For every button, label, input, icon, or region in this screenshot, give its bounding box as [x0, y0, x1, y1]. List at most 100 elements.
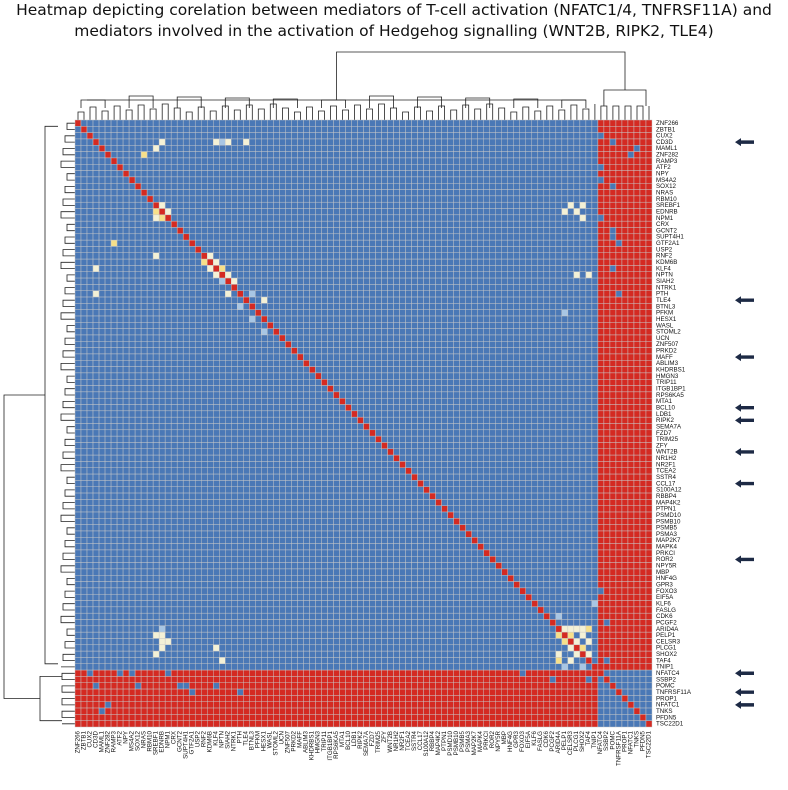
heatmap-cell: [279, 138, 286, 146]
heatmap-cell: [411, 271, 418, 279]
heatmap-cell: [381, 119, 388, 127]
heatmap-cell: [417, 227, 424, 235]
heatmap-cell: [339, 220, 346, 228]
heatmap-cell: [615, 246, 623, 254]
heatmap-cell: [609, 239, 617, 247]
heatmap-cell: [333, 252, 340, 260]
heatmap-cell: [345, 372, 352, 380]
heatmap-cell: [231, 397, 238, 405]
heatmap-cell: [194, 303, 202, 310]
heatmap-cell: [255, 119, 262, 127]
heatmap-cell: [273, 379, 280, 386]
heatmap-cell: [519, 195, 527, 203]
heatmap-cell: [615, 429, 623, 437]
heatmap-cell: [645, 271, 653, 279]
heatmap-cell: [321, 138, 328, 146]
dendrogram-branch: [474, 108, 482, 120]
heatmap-cell: [537, 372, 545, 380]
heatmap-cell: [471, 353, 478, 361]
heatmap-cell: [303, 296, 310, 304]
heatmap-cell: [363, 214, 370, 222]
heatmap-cell: [80, 416, 88, 424]
heatmap-cell: [327, 220, 334, 228]
heatmap-cell: [200, 303, 208, 310]
heatmap-cell: [104, 347, 112, 355]
heatmap-cell: [315, 379, 322, 386]
heatmap-cell: [237, 176, 244, 184]
heatmap-cell: [327, 404, 334, 412]
heatmap-cell: [507, 290, 514, 298]
heatmap-cell: [152, 239, 160, 247]
dendrogram-branch: [173, 107, 181, 120]
heatmap-cell: [231, 145, 238, 152]
heatmap-cell: [423, 334, 430, 342]
heatmap-cell: [327, 303, 334, 310]
heatmap-cell: [381, 164, 388, 171]
heatmap-cell: [176, 265, 184, 272]
heatmap-cell: [116, 258, 124, 266]
heatmap-cell: [200, 341, 208, 348]
heatmap-cell: [615, 309, 623, 317]
heatmap-cell: [255, 385, 262, 393]
heatmap-cell: [633, 404, 641, 412]
heatmap-cell: [429, 265, 436, 272]
heatmap-cell: [621, 265, 629, 272]
heatmap-cell: [573, 385, 581, 393]
heatmap-cell: [423, 201, 430, 209]
heatmap-cell: [267, 176, 274, 184]
heatmap-cell: [213, 353, 220, 361]
heatmap-cell: [549, 309, 557, 317]
heatmap-cell: [525, 410, 533, 418]
heatmap-cell: [423, 170, 430, 178]
heatmap-cell: [507, 258, 514, 266]
heatmap-cell: [579, 201, 587, 209]
heatmap-cell: [417, 164, 424, 171]
heatmap-cell: [110, 277, 118, 285]
heatmap-cell: [261, 391, 268, 399]
heatmap-cell: [483, 151, 490, 159]
heatmap-cell: [80, 214, 88, 222]
heatmap-cell: [321, 201, 328, 209]
heatmap-cell: [615, 220, 623, 228]
heatmap-cell: [555, 410, 563, 418]
heatmap-cell: [585, 315, 593, 323]
dendrogram-branch: [318, 110, 325, 120]
heatmap-cell: [609, 360, 617, 367]
heatmap-cell: [297, 379, 304, 386]
heatmap-cell: [182, 252, 190, 260]
heatmap-cell: [417, 423, 424, 431]
heatmap-cell: [441, 309, 448, 317]
heatmap-cell: [579, 277, 587, 285]
heatmap-cell: [104, 309, 112, 317]
heatmap-cell: [285, 341, 292, 348]
heatmap-cell: [369, 366, 376, 374]
heatmap-cell: [291, 366, 298, 374]
heatmap-cell: [429, 258, 436, 266]
heatmap-cell: [213, 385, 220, 393]
heatmap-cell: [92, 334, 100, 342]
heatmap-cell: [381, 416, 388, 424]
heatmap-cell: [158, 435, 166, 443]
heatmap-cell: [219, 347, 226, 355]
heatmap-cell: [519, 277, 527, 285]
heatmap-cell: [639, 189, 647, 197]
heatmap-cell: [225, 284, 232, 291]
heatmap-cell: [585, 227, 593, 235]
heatmap-cell: [219, 397, 226, 405]
heatmap-cell: [140, 347, 148, 355]
heatmap-cell: [627, 208, 635, 216]
heatmap-cell: [561, 126, 569, 133]
heatmap-cell: [74, 366, 82, 374]
heatmap-cell: [345, 183, 352, 190]
heatmap-cell: [483, 183, 490, 190]
heatmap-cell: [273, 170, 280, 178]
heatmap-cell: [519, 126, 527, 133]
heatmap-cell: [507, 379, 514, 386]
heatmap-cell: [501, 341, 508, 348]
heatmap-cell: [483, 220, 490, 228]
heatmap-cell: [333, 391, 340, 399]
heatmap-cell: [213, 309, 220, 317]
heatmap-cell: [357, 366, 364, 374]
heatmap-cell: [627, 296, 635, 304]
heatmap-cell: [273, 195, 280, 203]
